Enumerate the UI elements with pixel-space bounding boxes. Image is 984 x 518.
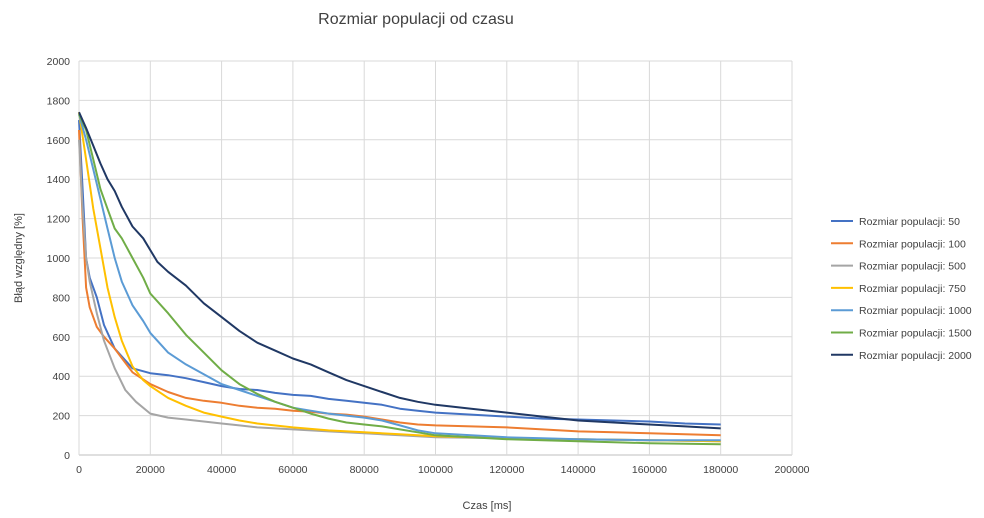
y-axis-label: Błąd względny [%] — [13, 213, 25, 303]
y-tick-label: 0 — [64, 450, 70, 462]
y-tick-label: 400 — [52, 371, 70, 383]
x-tick-label: 100000 — [418, 464, 453, 476]
legend-label: Rozmiar populacji: 1500 — [859, 328, 972, 340]
x-tick-label: 180000 — [703, 464, 738, 476]
chart-title: Rozmiar populacji od czasu — [318, 11, 514, 28]
y-tick-label: 600 — [52, 332, 70, 344]
x-axis-ticks: 0 20000 40000 60000 80000 100000 120000 140000 1… — [76, 464, 810, 476]
x-tick-label: 120000 — [489, 464, 524, 476]
legend-label: Rozmiar populacji: 750 — [859, 283, 966, 295]
y-tick-label: 1600 — [47, 135, 71, 147]
series-line-3 — [78, 139, 721, 443]
y-tick-label: 2000 — [47, 56, 71, 68]
grid — [78, 60, 793, 456]
series-lines — [78, 111, 721, 446]
y-tick-label: 1800 — [47, 95, 71, 107]
legend-label: Rozmiar populacji: 1000 — [859, 305, 972, 317]
legend-label: Rozmiar populacji: 100 — [859, 238, 966, 250]
y-tick-label: 800 — [52, 292, 70, 304]
series-line-1 — [78, 120, 721, 426]
y-axis-ticks: 0 200 400 600 800 1000 1200 1400 1600 1800 2000 — [47, 56, 71, 462]
series-line-6 — [78, 113, 721, 446]
x-tick-label: 80000 — [350, 464, 379, 476]
x-tick-label: 60000 — [278, 464, 307, 476]
x-tick-label: 40000 — [207, 464, 236, 476]
x-tick-label: 0 — [76, 464, 82, 476]
series-line-7 — [78, 111, 721, 430]
legend-label: Rozmiar populacji: 2000 — [859, 350, 972, 362]
x-axis-label: Czas [ms] — [463, 500, 512, 512]
x-tick-label: 140000 — [561, 464, 596, 476]
series-line-2 — [78, 129, 721, 437]
y-tick-label: 1400 — [47, 174, 71, 186]
legend: Rozmiar populacji: 50 Rozmiar populacji: … — [831, 216, 972, 362]
y-tick-label: 1200 — [47, 214, 71, 226]
legend-label: Rozmiar populacji: 50 — [859, 216, 960, 228]
x-tick-label: 160000 — [632, 464, 667, 476]
y-tick-label: 1000 — [47, 253, 71, 265]
legend-label: Rozmiar populacji: 500 — [859, 261, 966, 273]
x-tick-label: 20000 — [136, 464, 165, 476]
x-tick-label: 200000 — [774, 464, 809, 476]
y-tick-label: 200 — [52, 411, 70, 423]
